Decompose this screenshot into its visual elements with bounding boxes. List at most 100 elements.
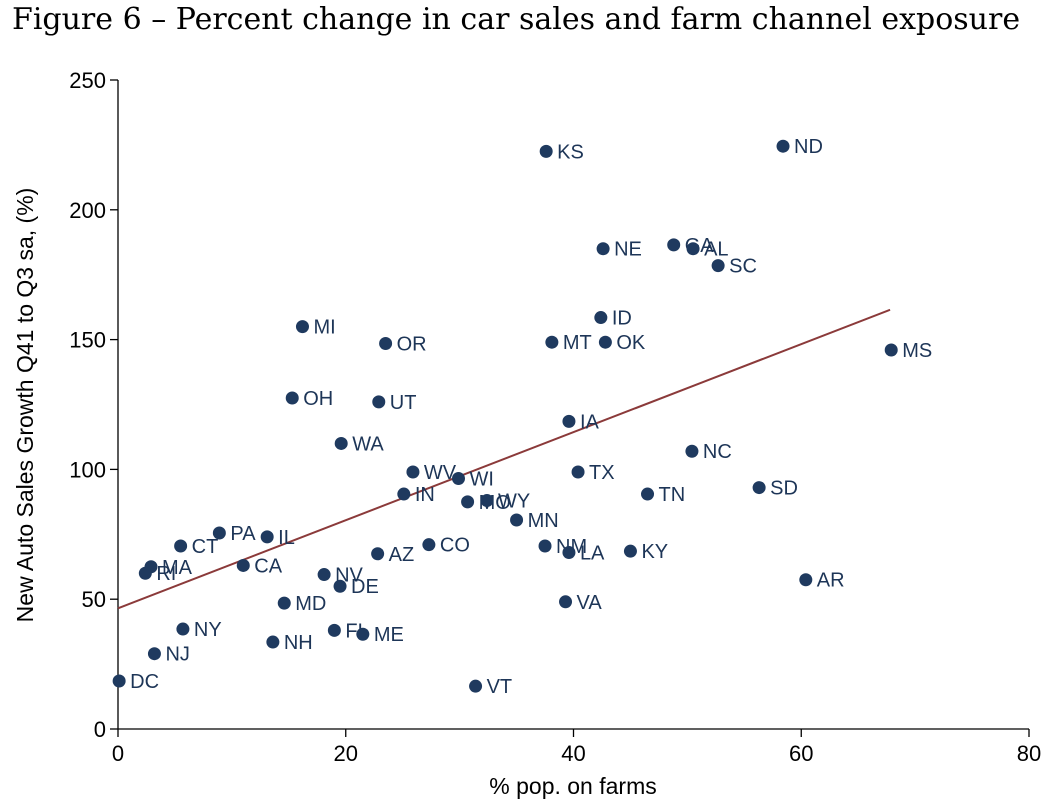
point-label: TN bbox=[659, 484, 686, 506]
scatter-point bbox=[333, 579, 347, 593]
scatter-point bbox=[371, 547, 385, 561]
scatter-point bbox=[752, 481, 766, 495]
scatter-point bbox=[538, 539, 552, 553]
y-tick-label: 0 bbox=[94, 717, 106, 742]
scatter-point bbox=[776, 139, 790, 153]
scatter-point bbox=[884, 343, 898, 357]
point-label: TX bbox=[589, 462, 615, 484]
scatter-point bbox=[562, 414, 576, 428]
point-label: ND bbox=[794, 136, 823, 158]
scatter-point bbox=[469, 679, 483, 693]
point-label: KY bbox=[641, 541, 668, 563]
scatter-point bbox=[260, 530, 274, 544]
point-label: RI bbox=[156, 563, 176, 585]
x-tick-label: 40 bbox=[561, 741, 585, 766]
scatter-point bbox=[372, 395, 386, 409]
scatter-point bbox=[685, 444, 699, 458]
scatter-point bbox=[594, 311, 608, 325]
point-label: CO bbox=[440, 535, 470, 557]
point-label: NE bbox=[614, 239, 642, 261]
scatter-point bbox=[266, 635, 280, 649]
x-axis-title: % pop. on farms bbox=[489, 773, 656, 799]
point-label: IN bbox=[415, 484, 435, 506]
point-label: OH bbox=[303, 388, 333, 410]
point-label: MN bbox=[528, 510, 559, 532]
scatter-point bbox=[461, 495, 475, 509]
point-label: WY bbox=[498, 491, 530, 513]
point-label: NH bbox=[284, 632, 313, 654]
point-label: MA bbox=[162, 557, 193, 579]
scatter-point bbox=[112, 674, 126, 688]
y-tick-label: 100 bbox=[69, 457, 106, 482]
point-label: KS bbox=[557, 141, 584, 163]
x-tick-label: 80 bbox=[1017, 741, 1041, 766]
scatter-point bbox=[451, 471, 465, 485]
scatter-point bbox=[334, 436, 348, 450]
point-label: WI bbox=[469, 468, 493, 490]
scatter-point bbox=[317, 568, 331, 582]
scatter-point bbox=[510, 513, 524, 527]
fit-line bbox=[117, 308, 891, 610]
scatter-point bbox=[711, 259, 725, 273]
point-label: AL bbox=[704, 239, 728, 261]
scatter-point bbox=[641, 487, 655, 501]
scatter-point bbox=[596, 242, 610, 256]
point-label: WA bbox=[352, 433, 384, 455]
point-label: VA bbox=[577, 592, 603, 614]
point-label: OK bbox=[616, 332, 646, 354]
point-label: NJ bbox=[165, 644, 189, 666]
x-tick-label: 60 bbox=[789, 741, 813, 766]
scatter-point bbox=[236, 558, 250, 572]
y-axis-title: New Auto Sales Growth Q41 to Q3 sa, (%) bbox=[12, 188, 38, 623]
fit-line-group bbox=[117, 308, 891, 610]
scatter-point bbox=[799, 573, 813, 587]
point-label: LA bbox=[580, 542, 605, 564]
scatter-point bbox=[295, 320, 309, 334]
scatter-point bbox=[356, 627, 370, 641]
scatter-point bbox=[285, 391, 299, 405]
scatter-point bbox=[545, 335, 559, 349]
x-tick-label: 20 bbox=[334, 741, 358, 766]
y-tick-label: 150 bbox=[69, 328, 106, 353]
point-label: DC bbox=[130, 671, 159, 693]
point-label: MS bbox=[902, 340, 932, 362]
point-label: CT bbox=[192, 536, 219, 558]
point-label: MD bbox=[295, 593, 326, 615]
point-label: DE bbox=[351, 576, 379, 598]
scatter-point bbox=[598, 335, 612, 349]
point-label: IA bbox=[580, 411, 600, 433]
scatter-point bbox=[327, 623, 341, 637]
scatter-point bbox=[480, 494, 494, 508]
point-label: PA bbox=[230, 523, 256, 545]
point-label: MI bbox=[313, 317, 335, 339]
scatter-point bbox=[138, 566, 152, 580]
point-label: IL bbox=[278, 527, 295, 549]
point-label: ID bbox=[612, 308, 632, 330]
point-label: VT bbox=[487, 676, 513, 698]
scatter-point bbox=[559, 595, 573, 609]
point-label: WV bbox=[424, 462, 457, 484]
point-label: NC bbox=[703, 441, 732, 463]
point-label: CA bbox=[254, 555, 282, 577]
scatter-point bbox=[147, 647, 161, 661]
figure-title: Figure 6 – Percent change in car sales a… bbox=[12, 2, 1021, 37]
scatter-point bbox=[174, 539, 188, 553]
scatter-point bbox=[397, 487, 411, 501]
scatter-point bbox=[422, 538, 436, 552]
y-tick-label: 50 bbox=[82, 587, 106, 612]
scatter-point bbox=[212, 526, 226, 540]
x-tick-label: 0 bbox=[112, 741, 124, 766]
y-tick-label: 200 bbox=[69, 198, 106, 223]
point-label: NY bbox=[194, 619, 222, 641]
scatter-point bbox=[539, 144, 553, 158]
point-label: UT bbox=[390, 392, 417, 414]
point-label: SD bbox=[770, 478, 798, 500]
point-label: AZ bbox=[389, 544, 415, 566]
point-label: MT bbox=[563, 332, 592, 354]
scatter-point bbox=[277, 596, 291, 610]
point-label: AR bbox=[817, 570, 845, 592]
scatter-point bbox=[686, 242, 700, 256]
scatter-point bbox=[562, 545, 576, 559]
scatter-point bbox=[406, 465, 420, 479]
